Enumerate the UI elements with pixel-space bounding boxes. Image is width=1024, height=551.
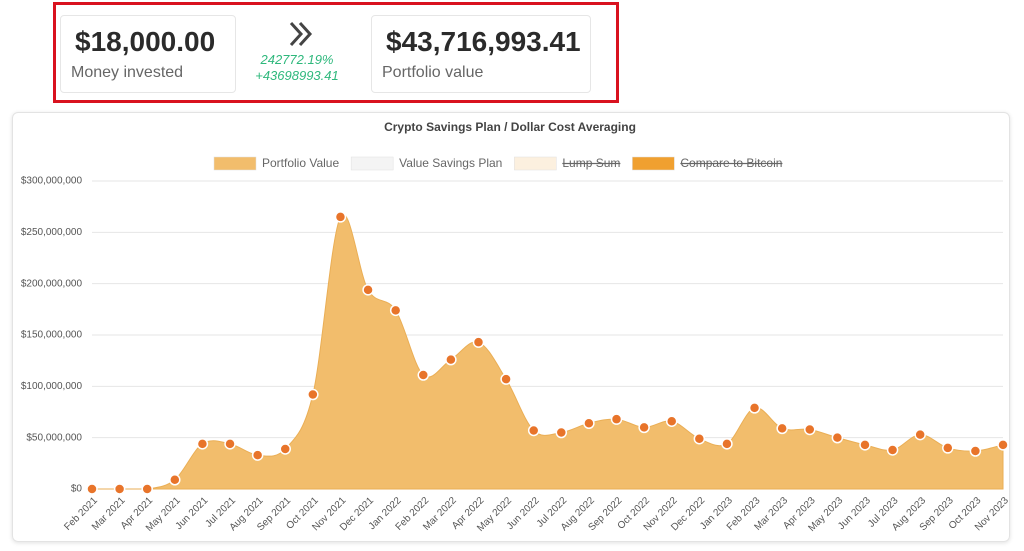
point [583,417,595,430]
legend-swatch [514,156,557,171]
point [113,483,126,495]
y-tick-label: $0 [71,484,83,495]
portfolio-value: $43,716,993.41 [386,26,581,57]
arrow-icon [289,21,313,47]
point [776,422,788,435]
point [555,426,568,439]
point [472,336,485,348]
y-tick-label: $50,000,000 [26,432,82,443]
point [334,211,347,223]
invested-card: $18,000.00 Money invested [60,15,236,93]
point [196,438,209,450]
chart-card [12,112,1010,542]
point [969,445,982,457]
point [721,438,733,450]
point [610,413,623,425]
y-tick-label: $100,000,000 [21,381,83,392]
point [141,483,153,495]
invested-value: $18,000.00 [75,26,216,57]
point [307,388,319,401]
invested-label: Money invested [71,64,184,81]
point [665,415,678,427]
legend-label: Compare to Bitcoin [680,156,782,170]
point [748,402,761,414]
point [251,449,264,461]
legend-swatch [632,156,675,171]
point [886,444,899,456]
portfolio-label: Portfolio value [382,64,484,81]
y-tick-label: $150,000,000 [21,330,83,341]
point [169,474,181,486]
chart-title: Crypto Savings Plan / Dollar Cost Averag… [384,120,636,134]
legend-swatch [213,156,257,171]
point [279,443,291,455]
point [500,373,512,385]
point [86,483,98,495]
point [389,304,402,317]
y-tick-label: $200,000,000 [21,278,83,289]
percent: 242772.19% [260,52,334,67]
point [942,442,954,454]
y-tick-label: $300,000,000 [21,176,83,187]
point [997,439,1009,451]
point [831,431,844,444]
point [804,423,816,436]
gain: +43698993.41 [255,68,339,83]
legend-label: Value Savings Plan [399,156,502,170]
point [445,353,457,366]
highlight-box: $18,000.00 Money invested 242772.19% +43… [53,2,619,103]
point [693,432,706,445]
point [638,421,650,434]
legend-swatch [350,156,394,171]
y-tick-label: $250,000,000 [21,227,83,238]
point [859,439,871,451]
point [224,438,236,450]
portfolio-card: $43,716,993.41 Portfolio value [371,15,591,93]
point [914,428,926,441]
legend-label: Portfolio Value [262,156,339,170]
point [417,369,430,381]
point [362,284,374,296]
point [527,424,540,437]
legend-label: Lump Sum [562,156,620,170]
